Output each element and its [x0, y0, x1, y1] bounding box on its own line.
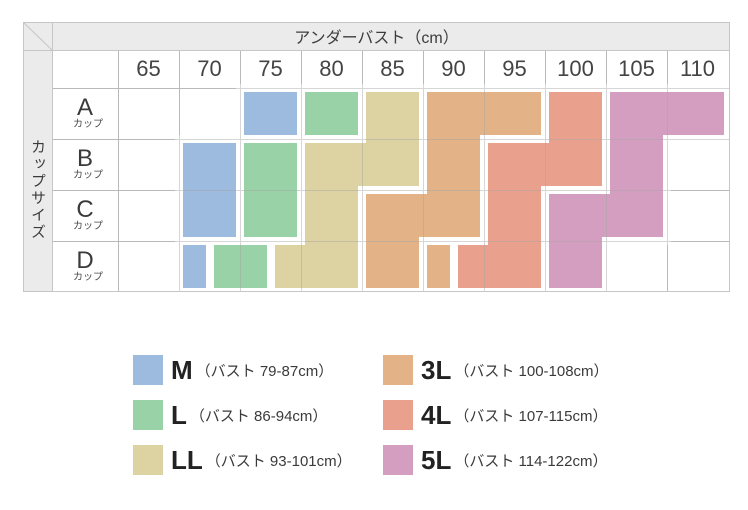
region-m-cupD — [175, 237, 214, 296]
cup-letter: D — [76, 247, 94, 274]
legend-label-4l: 4L — [421, 400, 452, 430]
legend-range-l: （バスト 86-94cm） — [189, 407, 328, 425]
legend-label-m: M — [171, 355, 193, 385]
region-5l — [541, 84, 732, 296]
row-header-b-cup: B カップ — [52, 139, 118, 190]
legend-swatch-5l — [383, 445, 413, 475]
size-regions — [175, 84, 732, 296]
col-header-75: 75 — [258, 56, 283, 81]
col-header-100: 100 — [557, 56, 594, 81]
legend-range-ll: （バスト 93-101cm） — [205, 452, 352, 470]
underbust-axis-title: アンダーバスト（cm） — [294, 30, 459, 47]
col-header-90: 90 — [441, 56, 466, 81]
table-outer-border — [23, 22, 730, 292]
cup-suffix: カップ — [73, 221, 103, 232]
legend-item-5l: 5L （バスト 114-122cm） — [383, 445, 607, 475]
top-header-band — [23, 22, 730, 50]
cup-size-axis-title: カップサイズ — [29, 139, 46, 241]
col-header-65: 65 — [136, 56, 161, 81]
row-header-c-cup: C カップ — [52, 190, 118, 241]
legend-swatch-l — [133, 400, 163, 430]
col-header-95: 95 — [502, 56, 527, 81]
legend-label-ll: LL — [171, 445, 203, 475]
left-header-band — [23, 22, 52, 292]
cup-letter: B — [76, 145, 93, 172]
legend-item-l: L （バスト 86-94cm） — [133, 400, 327, 430]
cup-letter: C — [76, 196, 94, 223]
legend-range-3l: （バスト 100-108cm） — [454, 362, 609, 380]
col-header-70: 70 — [197, 56, 222, 81]
legend-swatch-m — [133, 355, 163, 385]
legend-label-5l: 5L — [421, 445, 452, 475]
size-chart-table-graphic — [23, 22, 732, 296]
col-header-105: 105 — [618, 56, 655, 81]
cup-suffix: カップ — [73, 272, 103, 283]
corner-bevel-line — [23, 22, 53, 51]
legend-label-l: L — [171, 400, 187, 430]
legend-range-m: （バスト 79-87cm） — [195, 362, 334, 380]
region-3l-cupD-half — [419, 237, 458, 296]
gridlines-overlay — [52, 50, 730, 292]
band-edges — [23, 22, 730, 292]
legend-item-m: M （バスト 79-87cm） — [133, 355, 333, 385]
col-header-80: 80 — [319, 56, 344, 81]
legend-range-5l: （バスト 114-122cm） — [454, 452, 608, 470]
cup-letter: A — [76, 94, 93, 121]
row-header-d-cup: D カップ — [52, 241, 118, 292]
col-header-85: 85 — [380, 56, 405, 81]
cup-suffix: カップ — [73, 119, 103, 130]
legend-item-ll: LL （バスト 93-101cm） — [133, 445, 352, 475]
legend-range-4l: （バスト 107-115cm） — [454, 407, 608, 425]
cup-suffix: カップ — [73, 170, 103, 181]
legend-swatch-ll — [133, 445, 163, 475]
legend-item-3l: 3L （バスト 100-108cm） — [383, 355, 609, 385]
col-header-110: 110 — [679, 56, 716, 81]
legend-swatch-3l — [383, 355, 413, 385]
region-m-cupA — [236, 84, 305, 143]
legend-item-4l: 4L （バスト 107-115cm） — [383, 400, 607, 430]
region-l-cupA — [297, 84, 366, 143]
legend-swatch-4l — [383, 400, 413, 430]
legend-label-3l: 3L — [421, 355, 452, 385]
row-header-a-cup: A カップ — [52, 88, 118, 139]
